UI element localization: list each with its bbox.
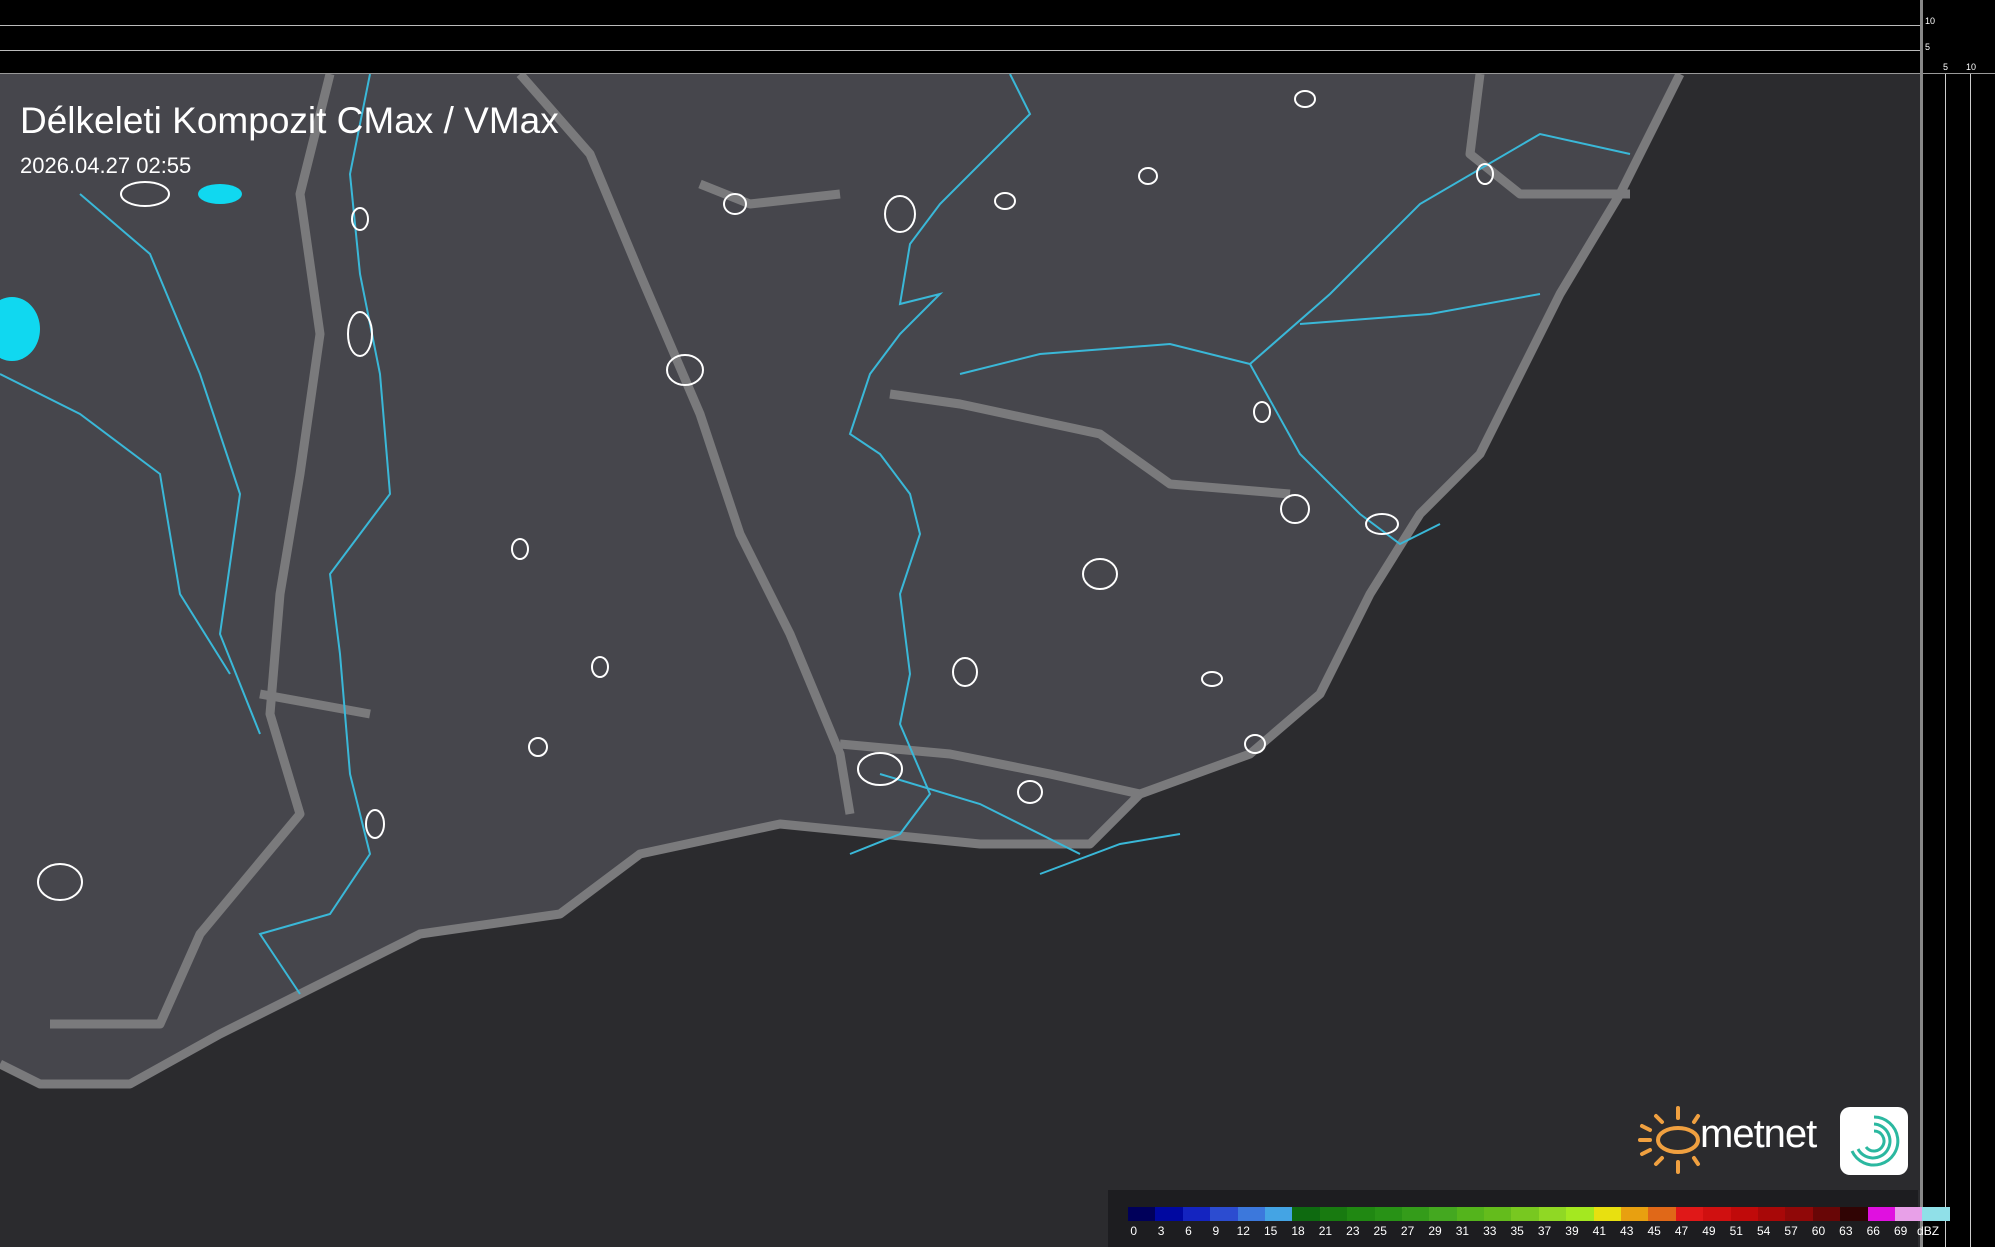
scale-vline-10 (1970, 74, 1971, 1247)
legend-swatch (1210, 1207, 1238, 1221)
scale-line-10 (0, 25, 1922, 26)
legend-swatch (1785, 1207, 1813, 1221)
tick-h-5: 5 (1943, 62, 1949, 72)
map-layer (0, 74, 1685, 1089)
metnet-logo-text: metnet (1700, 1112, 1817, 1156)
legend-label: 66 (1866, 1224, 1880, 1238)
legend-swatch (1128, 1207, 1156, 1221)
legend-swatch (1155, 1207, 1183, 1221)
legend-label: 31 (1455, 1224, 1470, 1238)
radar-map[interactable] (0, 74, 1920, 1247)
legend-swatch (1429, 1207, 1457, 1221)
legend-label: 69 (1893, 1224, 1908, 1238)
land-region (0, 74, 1680, 1084)
radar-echoes (0, 184, 242, 361)
legend-label: 23 (1346, 1224, 1360, 1238)
legend-label: 49 (1702, 1224, 1716, 1238)
tick-v-5: 5 (1925, 42, 1931, 52)
legend-swatch (1675, 1207, 1704, 1221)
legend-label: 47 (1674, 1224, 1689, 1238)
metnet-app-icon (1840, 1107, 1908, 1175)
scale-top-bar: 10 5 5 10 (0, 0, 1995, 74)
legend-swatch (1566, 1207, 1594, 1221)
country-borders (0, 74, 1685, 1089)
scale-divider (0, 73, 1995, 74)
legend-swatch (1347, 1207, 1375, 1221)
legend-label: 9 (1212, 1224, 1220, 1238)
legend-swatch (1319, 1207, 1348, 1221)
tick-h-10: 10 (1966, 62, 1977, 72)
legend-label: 6 (1185, 1224, 1192, 1238)
legend-swatch (1456, 1207, 1485, 1221)
legend-label: 33 (1483, 1224, 1497, 1238)
legend-label: 57 (1784, 1224, 1798, 1238)
legend-swatch (1757, 1207, 1786, 1221)
legend-swatch (1894, 1207, 1923, 1221)
legend-label: 45 (1647, 1224, 1661, 1238)
legend-swatch (1182, 1207, 1211, 1221)
legend-swatch (1292, 1207, 1320, 1221)
legend-label: 39 (1565, 1224, 1579, 1238)
legend-swatch (1538, 1207, 1567, 1221)
tick-v-10: 10 (1925, 16, 1936, 26)
city-outlines (37, 90, 1494, 901)
legend-label: 12 (1236, 1224, 1250, 1238)
legend-swatch (1867, 1207, 1895, 1221)
legend-swatch (1648, 1207, 1676, 1221)
legend-label: 3 (1157, 1224, 1165, 1238)
legend-swatch (1840, 1207, 1868, 1221)
scale-vline-5 (1945, 74, 1946, 1247)
legend-labels: 0 3 6 9 12 15 18 21 23 25 27 29 31 33 35 37 39 41 43 45 47 49… (1120, 1224, 1942, 1238)
legend-swatch (1484, 1207, 1512, 1221)
legend-swatch (1511, 1207, 1539, 1221)
legend-swatch (1621, 1207, 1649, 1221)
legend-swatch (1730, 1207, 1758, 1221)
legend-unit: dBZ (1917, 1224, 1940, 1238)
legend-swatch (1922, 1207, 1950, 1221)
legend-label: 21 (1318, 1224, 1333, 1238)
legend-label: 15 (1263, 1224, 1278, 1238)
legend-swatch (1264, 1207, 1293, 1221)
legend-label: 27 (1400, 1224, 1415, 1238)
legend-label: 18 (1291, 1224, 1305, 1238)
legend-label: 54 (1757, 1224, 1771, 1238)
legend-color-bar (1128, 1207, 1950, 1221)
legend-label: 51 (1729, 1224, 1743, 1238)
legend-swatch (1374, 1207, 1402, 1221)
legend-label: 0 (1130, 1224, 1138, 1238)
legend-label: 29 (1428, 1224, 1442, 1238)
legend-label: 60 (1811, 1224, 1826, 1238)
rivers (0, 74, 1631, 995)
legend-label: 25 (1373, 1224, 1387, 1238)
legend-swatch (1812, 1207, 1841, 1221)
metnet-sun-logo-icon (1638, 1106, 1700, 1174)
legend-swatch (1703, 1207, 1731, 1221)
legend-label: 43 (1620, 1224, 1634, 1238)
map-title: Délkeleti Kompozit CMax / VMax (20, 100, 559, 141)
panel-separator (1920, 0, 1923, 1247)
map-timestamp: 2026.04.27 02:55 (20, 153, 192, 178)
legend-swatch (1593, 1207, 1622, 1221)
legend-label: 37 (1537, 1224, 1552, 1238)
legend-label: 35 (1510, 1224, 1524, 1238)
legend-label: 41 (1592, 1224, 1607, 1238)
legend-swatch (1401, 1207, 1430, 1221)
legend-label: 63 (1839, 1224, 1853, 1238)
legend-swatch (1237, 1207, 1265, 1221)
scale-line-5 (0, 50, 1922, 51)
dbz-legend: 0 3 6 9 12 15 18 21 23 25 27 29 31 33 35 37 39 41 43 45 47 49… (1108, 1190, 1950, 1247)
